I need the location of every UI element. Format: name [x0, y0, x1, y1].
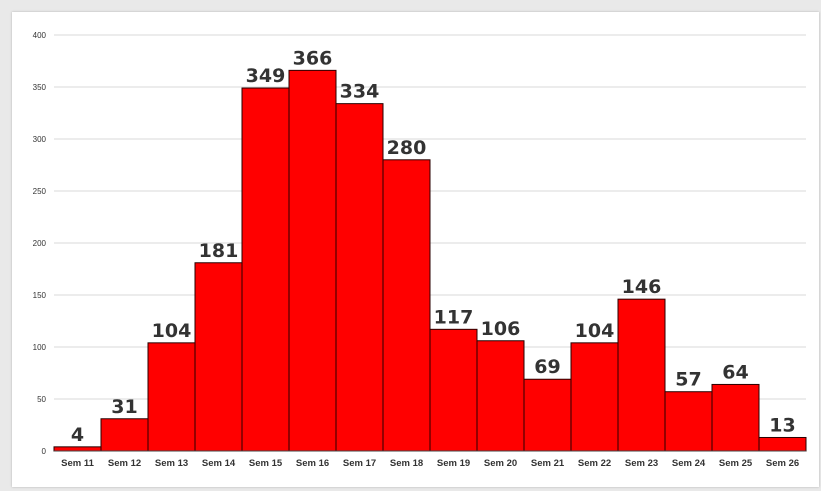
data-label: 104 — [575, 320, 615, 342]
y-tick-label: 250 — [33, 187, 47, 196]
data-label: 349 — [246, 65, 286, 87]
bar-sem-22 — [570, 342, 619, 452]
bar-sem-16 — [288, 69, 337, 452]
x-tick-label: Sem 22 — [578, 458, 611, 469]
bar-sem-14 — [194, 262, 243, 452]
bar-sem-25 — [711, 383, 760, 452]
x-tick-label: Sem 13 — [155, 458, 188, 469]
x-tick-label: Sem 25 — [719, 458, 753, 469]
x-tick-label: Sem 18 — [390, 458, 423, 469]
x-tick-label: Sem 21 — [531, 458, 565, 469]
bar-sem-21 — [523, 378, 572, 452]
x-tick-label: Sem 12 — [108, 458, 141, 469]
bar-sem-12 — [100, 418, 149, 452]
y-axis-ticks: 0 50 100 150 200 250 300 350 400 — [33, 31, 47, 456]
x-tick-label: Sem 23 — [625, 458, 658, 469]
y-tick-label: 50 — [37, 395, 46, 404]
data-label: 31 — [111, 396, 137, 418]
bar-sem-24 — [664, 391, 713, 452]
y-tick-label: 200 — [33, 239, 47, 248]
bar-sem-13 — [147, 342, 196, 452]
data-label: 13 — [769, 414, 795, 436]
data-label: 104 — [152, 320, 192, 342]
y-tick-label: 0 — [42, 447, 47, 456]
data-label: 4 — [71, 424, 84, 446]
bar-sem-11 — [53, 446, 102, 452]
bar-sem-18 — [382, 159, 431, 452]
x-axis-ticks: Sem 11 Sem 12 Sem 13 Sem 14 Sem 15 Sem 16 Sem … — [61, 458, 799, 469]
x-tick-label: Sem 16 — [296, 458, 329, 469]
x-tick-label: Sem 24 — [672, 458, 706, 469]
y-tick-label: 400 — [33, 31, 47, 40]
data-label: 146 — [622, 276, 662, 298]
data-label: 69 — [534, 356, 560, 378]
bar-sem-23 — [617, 298, 666, 452]
bar-chart: 0 50 100 150 200 250 300 350 400 4 31 104 181 349 366… — [33, 31, 807, 469]
data-label: 280 — [387, 137, 427, 159]
x-tick-label: Sem 17 — [343, 458, 376, 469]
chart-frame: 0 50 100 150 200 250 300 350 400 4 31 104 181 349 366… — [12, 12, 819, 487]
value-labels: 4 31 104 181 349 366 334 280 117 106 69 104 146 57 64 1… — [71, 47, 796, 445]
bars — [53, 69, 807, 452]
y-tick-label: 100 — [33, 343, 47, 352]
data-label: 181 — [199, 240, 239, 262]
x-tick-label: Sem 19 — [437, 458, 470, 469]
data-label: 57 — [675, 369, 701, 391]
bar-sem-20 — [476, 340, 525, 452]
y-tick-label: 150 — [33, 291, 47, 300]
data-label: 106 — [481, 318, 521, 340]
y-tick-label: 300 — [33, 135, 47, 144]
data-label: 366 — [293, 47, 333, 69]
y-tick-label: 350 — [33, 83, 47, 92]
bar-sem-19 — [429, 328, 478, 452]
data-label: 334 — [340, 81, 380, 103]
x-tick-label: Sem 14 — [202, 458, 236, 469]
data-label: 64 — [722, 361, 748, 383]
bar-sem-26 — [758, 436, 807, 452]
x-tick-label: Sem 15 — [249, 458, 283, 469]
data-label: 117 — [434, 306, 474, 328]
bar-sem-17 — [335, 103, 384, 452]
bar-sem-15 — [241, 87, 290, 452]
x-tick-label: Sem 26 — [766, 458, 799, 469]
x-tick-label: Sem 11 — [61, 458, 94, 469]
x-tick-label: Sem 20 — [484, 458, 517, 469]
